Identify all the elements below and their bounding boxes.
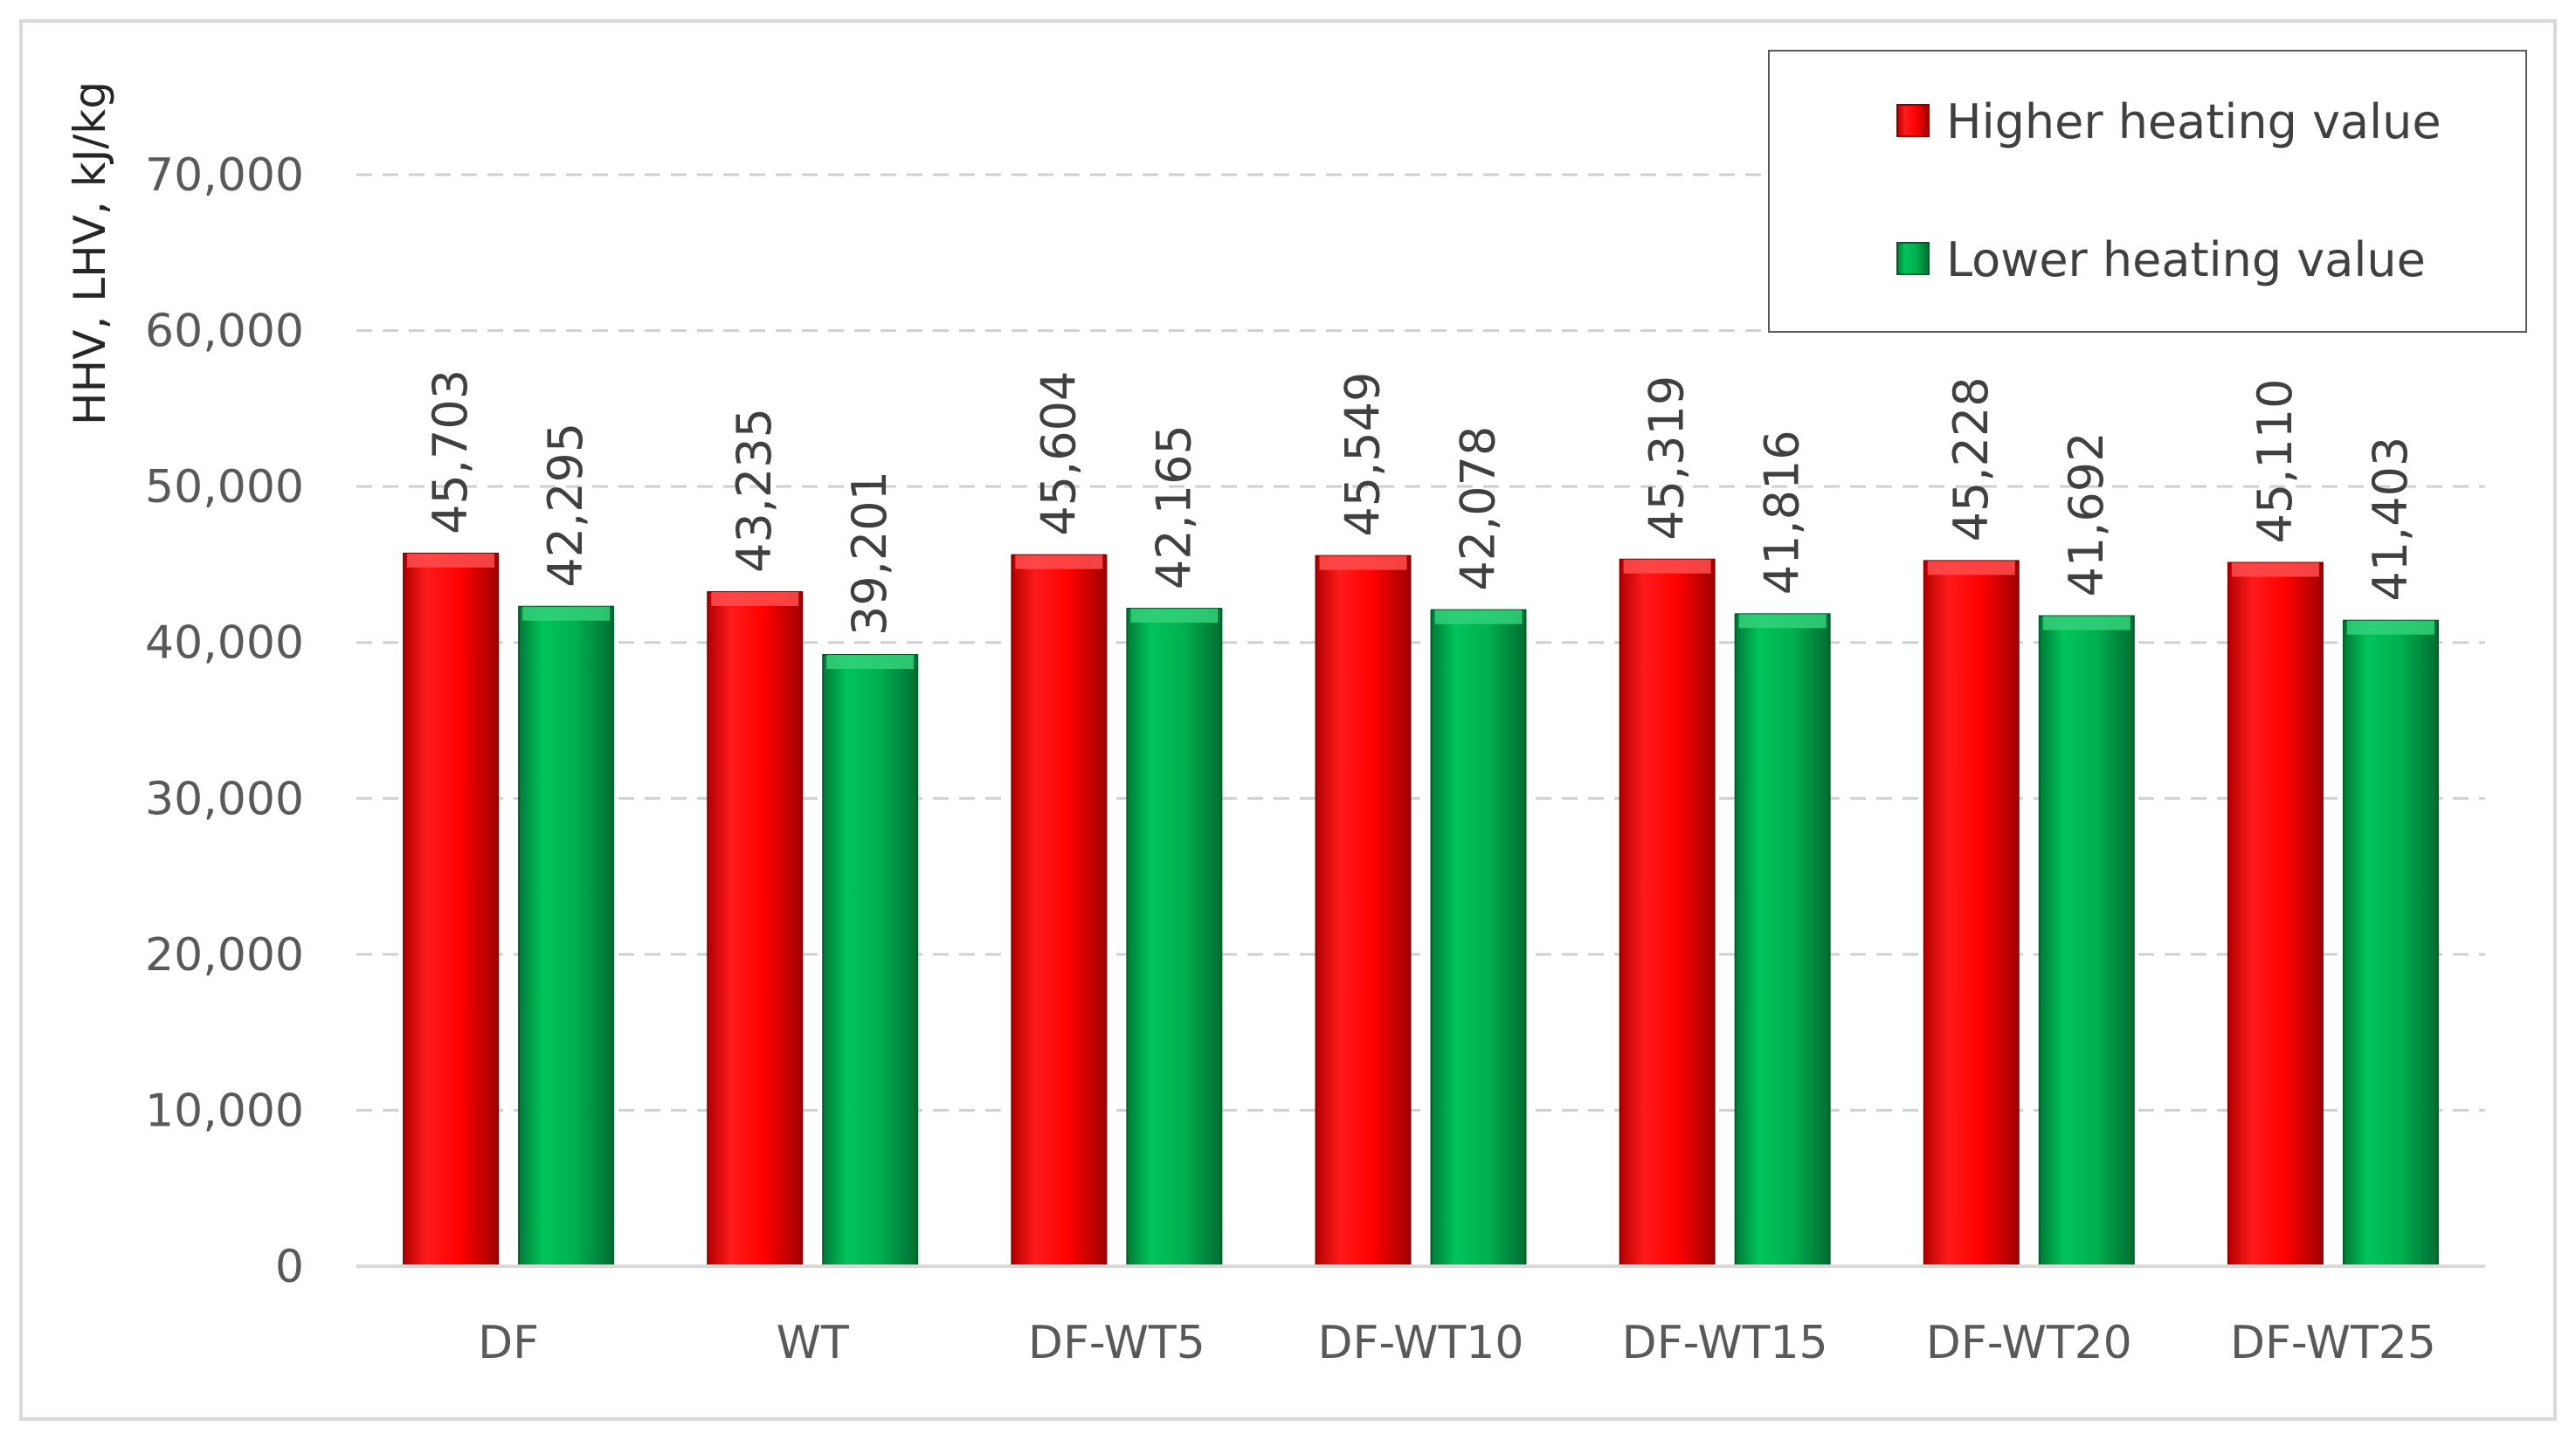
y-tick-label: 30,000 [145,773,304,825]
y-axis-title: HHV, LHV, kJ/kg [65,81,115,425]
data-labels: 45,703 42,295 43,235 39,201 45,604 42,165 45,5… [423,369,2418,636]
data-label-hhv-df-wt5: 45,604 [1031,371,1086,536]
x-tick-label: DF-WT20 [1926,1317,2132,1369]
bar-lhv-wt [822,653,919,1267]
bar-lhv-df-wt5 [1126,608,1223,1267]
bar-cap-hhv-df-wt20 [1927,561,2015,575]
bar-cap-hhv-wt [711,591,799,606]
bar-cap-lhv-df-wt10 [1434,610,1523,624]
x-tick-label: WT [777,1317,849,1369]
x-tick-label: DF-WT15 [1622,1317,1828,1369]
bar-cap-lhv-wt [826,654,915,669]
data-label-lhv-df-wt10: 42,078 [1451,426,1506,591]
x-tick-label: DF-WT10 [1318,1317,1524,1369]
legend-label-hhv: Higher heating value [1946,94,2441,149]
x-tick-label: DF-WT25 [2230,1317,2436,1369]
bar-cap-lhv-df-wt25 [2346,620,2434,635]
axes: 0 10,000 20,000 30,000 40,000 50,000 60,000 70,… [145,149,2485,1369]
data-label-hhv-df-wt15: 45,319 [1640,376,1695,541]
bar-hhv-df-wt20 [1923,560,2020,1267]
bar-hhv-df [403,552,500,1267]
bar-cap-hhv-df-wt15 [1623,559,1711,574]
bar-cap-lhv-df-wt15 [1738,614,1827,629]
bar-hhv-df-wt15 [1619,558,1716,1267]
legend-swatch-lhv [1896,242,1930,275]
bar-hhv-df-wt25 [2227,562,2324,1267]
data-label-hhv-df-wt25: 45,110 [2248,379,2303,544]
bar-cap-lhv-df-wt20 [2042,616,2131,630]
data-label-hhv-df: 45,703 [423,369,478,534]
y-tick-label: 20,000 [145,929,304,982]
data-label-hhv-wt: 43,235 [727,408,782,573]
x-tick-label: DF [478,1317,539,1369]
bar-lhv-df-wt25 [2342,619,2439,1267]
y-tick-label: 10,000 [145,1085,304,1137]
bar-cap-lhv-df [522,606,611,621]
bar-lhv-df [518,605,615,1267]
data-label-lhv-df-wt20: 41,692 [2059,432,2114,597]
legend-box [1768,50,2527,333]
data-label-lhv-wt: 39,201 [842,471,897,636]
data-label-hhv-df-wt10: 45,549 [1336,372,1391,537]
bar-cap-hhv-df-wt10 [1319,555,1407,570]
y-tick-label: 60,000 [145,306,304,358]
bar-lhv-df-wt15 [1734,613,1831,1267]
legend-label-lhv: Lower heating value [1946,232,2426,287]
bar-cap-hhv-df [407,553,495,568]
legend: Higher heating value Lower heating value [1768,50,2527,333]
data-label-lhv-df-wt25: 41,403 [2363,437,2418,602]
bar-hhv-df-wt5 [1011,554,1108,1267]
legend-swatch-hhv [1896,104,1930,137]
bar-lhv-df-wt10 [1430,609,1527,1267]
bar-hhv-df-wt10 [1315,555,1412,1267]
bar-hhv-wt [707,590,804,1267]
data-label-lhv-df: 42,295 [538,423,593,588]
y-tick-label: 50,000 [145,461,304,513]
data-label-lhv-df-wt15: 41,816 [1755,430,1810,595]
data-label-hhv-df-wt20: 45,228 [1944,376,1999,541]
bar-cap-hhv-df-wt25 [2231,562,2319,577]
data-label-lhv-df-wt5: 42,165 [1146,424,1201,589]
bars [403,552,2439,1267]
y-tick-label: 40,000 [145,617,304,670]
x-tick-label: DF-WT5 [1028,1317,1205,1369]
y-tick-label: 0 [275,1241,304,1293]
bar-cap-lhv-df-wt5 [1130,609,1219,624]
y-tick-label: 70,000 [145,149,304,202]
bar-lhv-df-wt20 [2038,615,2135,1267]
bar-cap-hhv-df-wt5 [1015,555,1103,569]
